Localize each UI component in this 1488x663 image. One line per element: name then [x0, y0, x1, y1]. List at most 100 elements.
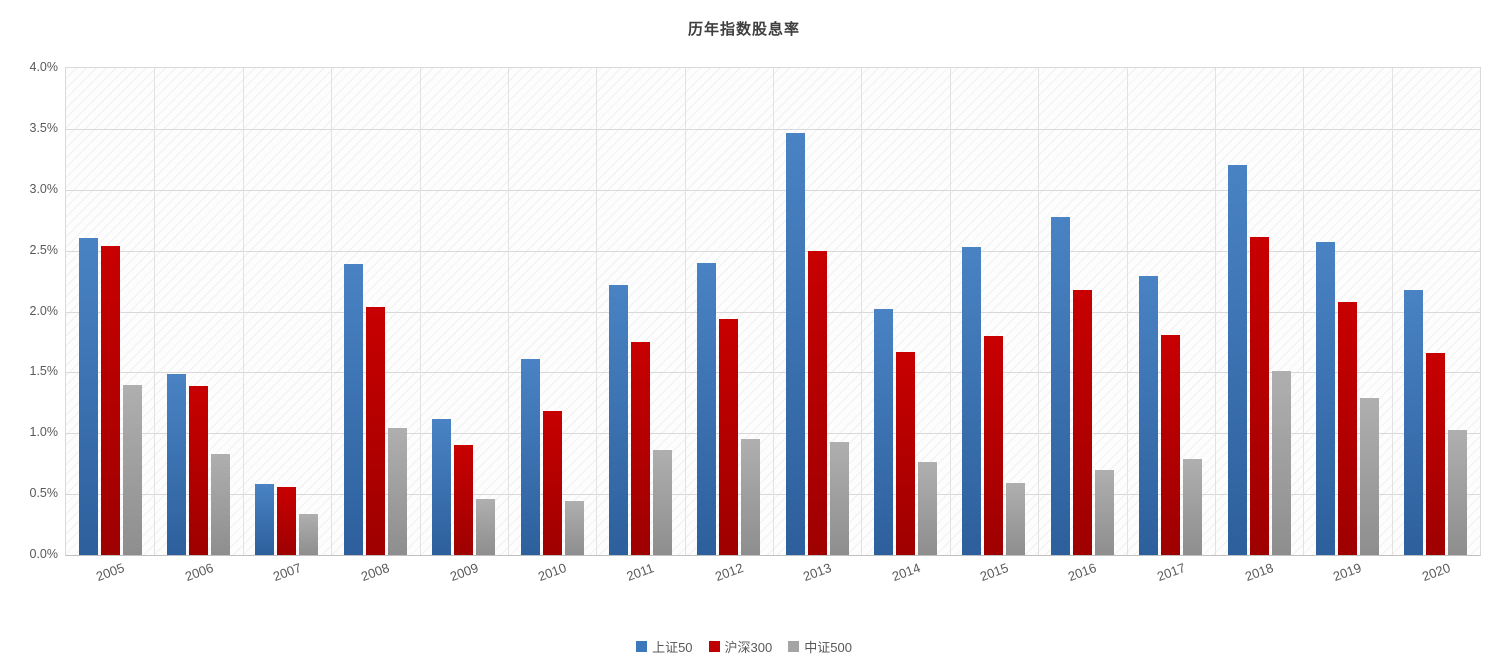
y-axis-tick-label: 4.0%: [29, 60, 59, 74]
bar-2010-series-1: [542, 411, 562, 555]
bar-2005-series-1: [100, 245, 120, 555]
legend: 上证50 沪深300 中证500: [0, 637, 1488, 656]
bar-2005-series-2: [122, 384, 142, 555]
x-axis-tick-label: 2017: [1154, 560, 1187, 585]
bar-2020-series-0: [1404, 289, 1424, 555]
x-axis-tick-label: 2007: [270, 560, 304, 585]
bar-2007-series-2: [299, 513, 319, 555]
gridline-vertical: [154, 68, 156, 555]
bar-2011-series-2: [652, 450, 672, 555]
bar-2016-series-1: [1072, 289, 1092, 555]
x-axis-tick-label: 2019: [1331, 560, 1364, 585]
bar-2006-series-2: [211, 453, 231, 555]
y-axis-tick-label: 3.0%: [29, 181, 59, 196]
legend-item-1: 沪深300: [708, 637, 773, 656]
bar-2018-series-1: [1249, 237, 1269, 555]
y-axis-tick-label: 1.0%: [29, 425, 59, 440]
bar-2017-series-2: [1183, 458, 1203, 555]
x-axis-tick-label: 2018: [1243, 560, 1276, 585]
bar-2019-series-1: [1337, 301, 1357, 555]
gridline-vertical: [1038, 68, 1040, 555]
bar-2015-series-0: [962, 246, 982, 555]
legend-label: 上证50: [652, 640, 693, 655]
gridline-vertical: [1303, 68, 1305, 555]
bar-2015-series-1: [984, 335, 1004, 555]
bar-2016-series-2: [1094, 469, 1114, 555]
y-axis-tick-label: 1.5%: [29, 364, 59, 379]
legend-label: 沪深300: [724, 640, 773, 655]
gridline-vertical: [861, 68, 863, 555]
x-axis-tick-label: 2009: [447, 560, 480, 585]
x-axis-tick-label: 2014: [889, 560, 922, 585]
x-axis-tick-label: 2010: [536, 560, 569, 585]
gridline-vertical: [684, 68, 686, 555]
bar-2014-series-1: [896, 351, 916, 555]
gridline-vertical: [1214, 68, 1216, 555]
gridline-vertical: [773, 68, 774, 555]
bar-2009-series-0: [432, 418, 452, 555]
gridline-vertical: [1391, 68, 1393, 555]
bar-2018-series-2: [1271, 371, 1291, 555]
gridline-vertical: [949, 68, 951, 555]
gridline-vertical: [419, 68, 421, 555]
x-axis-tick-label: 2012: [712, 560, 746, 585]
bar-2008-series-1: [365, 306, 385, 555]
bar-2006-series-1: [189, 385, 209, 555]
legend-swatch: [708, 641, 720, 652]
y-axis-tick-label: 2.0%: [29, 303, 59, 318]
legend-swatch: [788, 641, 800, 652]
y-axis-tick-label: 0.0%: [29, 547, 59, 561]
bar-2007-series-1: [277, 486, 297, 555]
bar-2014-series-0: [874, 309, 894, 555]
gridline-vertical: [596, 68, 598, 555]
bar-2011-series-0: [608, 284, 628, 555]
bar-2012-series-1: [719, 318, 739, 555]
x-axis-tick-label: 2013: [801, 560, 834, 585]
bar-2005-series-0: [78, 238, 98, 555]
bar-2017-series-1: [1161, 334, 1181, 555]
legend-label: 中证500: [804, 640, 852, 655]
bar-2019-series-0: [1315, 242, 1335, 555]
bar-2008-series-0: [343, 264, 363, 555]
bar-2012-series-0: [697, 262, 717, 555]
legend-swatch: [636, 641, 648, 652]
bar-2013-series-2: [829, 441, 849, 555]
bar-2008-series-2: [387, 428, 407, 555]
legend-item-2: 中证500: [788, 637, 852, 656]
bar-2010-series-0: [520, 358, 540, 555]
gridline-vertical: [242, 68, 244, 555]
gridline-vertical: [331, 68, 333, 555]
x-axis-tick-label: 2011: [624, 560, 657, 584]
plot-area: [65, 67, 1481, 556]
y-axis-tick-label: 3.5%: [29, 120, 59, 135]
y-axis-tick-label: 2.5%: [29, 242, 59, 257]
bar-2013-series-1: [807, 250, 827, 555]
bar-2006-series-0: [167, 373, 187, 555]
bar-2014-series-2: [918, 462, 938, 555]
x-axis-tick-label: 2015: [977, 560, 1011, 585]
bar-2020-series-2: [1448, 429, 1468, 555]
bar-2016-series-0: [1050, 216, 1070, 555]
bar-2017-series-0: [1139, 276, 1159, 555]
bar-2010-series-2: [564, 501, 584, 555]
bar-2007-series-0: [255, 484, 275, 555]
bar-2012-series-2: [741, 439, 761, 555]
x-axis-tick-label: 2006: [182, 560, 215, 585]
chart-title: 历年指数股息率: [687, 21, 800, 38]
legend-item-0: 上证50: [636, 637, 693, 656]
x-axis-tick-label: 2005: [94, 560, 127, 585]
bar-2015-series-2: [1006, 483, 1026, 555]
x-axis-tick-label: 2016: [1066, 560, 1099, 585]
bar-2018-series-0: [1227, 165, 1247, 555]
bar-2009-series-1: [454, 445, 474, 555]
x-axis-tick-label: 2008: [359, 560, 392, 585]
bar-2019-series-2: [1359, 397, 1379, 555]
y-axis-tick-label: 0.5%: [29, 486, 59, 501]
bar-2013-series-0: [785, 132, 805, 555]
gridline-vertical: [1126, 68, 1128, 555]
gridline-vertical: [507, 68, 509, 555]
bar-2020-series-1: [1426, 352, 1446, 555]
bar-2009-series-2: [476, 499, 496, 555]
x-axis-tick-label: 2020: [1419, 560, 1453, 585]
